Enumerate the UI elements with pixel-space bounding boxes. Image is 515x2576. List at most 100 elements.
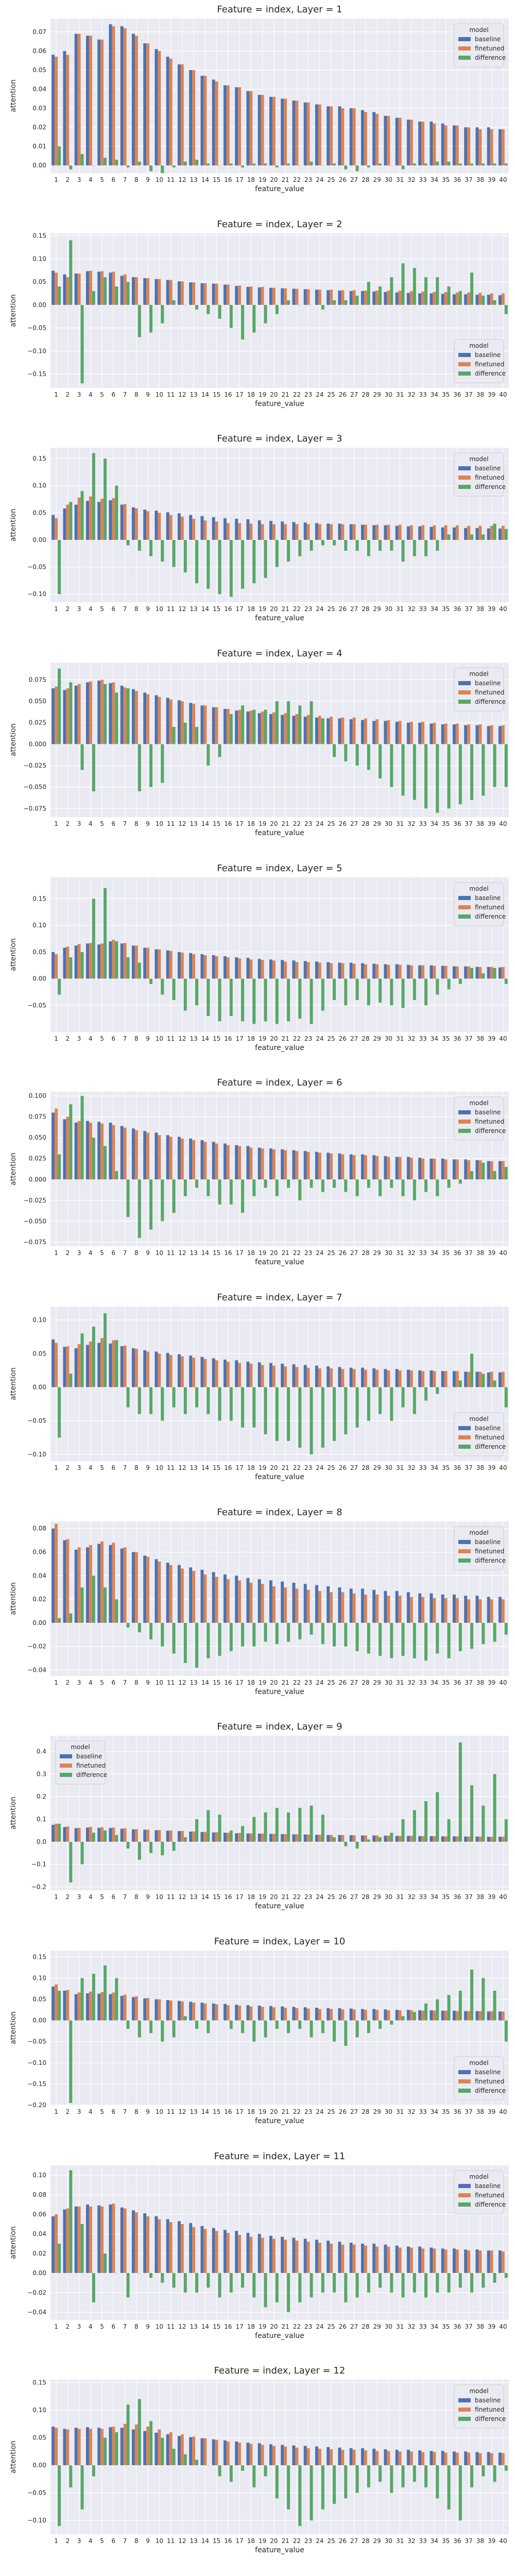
bar-finetuned — [192, 703, 196, 744]
x-tick-label: 28 — [362, 1035, 369, 1042]
bar-finetuned — [398, 1370, 402, 1387]
bar-difference — [401, 165, 405, 170]
x-tick-label: 2 — [66, 1249, 70, 1257]
bar-baseline — [131, 33, 135, 166]
bar-finetuned — [226, 2005, 230, 2021]
bar-difference — [58, 2243, 61, 2273]
x-tick-label: 22 — [293, 391, 301, 398]
legend-swatch-baseline — [458, 1110, 471, 1115]
bar-difference — [287, 300, 290, 305]
x-tick-label: 19 — [259, 1035, 266, 1042]
bar-baseline — [143, 2431, 147, 2466]
plot-background — [50, 2165, 509, 2320]
bar-baseline — [258, 287, 261, 305]
bar-difference — [104, 1313, 107, 1387]
bar-baseline — [85, 1121, 89, 1180]
x-tick-label: 7 — [123, 1679, 127, 1686]
bar-baseline — [498, 129, 502, 166]
bar-finetuned — [112, 1992, 115, 2021]
x-tick-label: 25 — [327, 1035, 335, 1042]
bar-difference — [172, 978, 176, 1000]
x-tick-label: 8 — [134, 2537, 139, 2545]
bar-baseline — [292, 2238, 296, 2273]
bar-difference — [436, 2273, 439, 2293]
bar-difference — [183, 1387, 187, 1414]
bar-difference — [92, 2465, 95, 2477]
bar-baseline — [430, 723, 433, 744]
x-tick-label: 8 — [134, 176, 139, 183]
bar-difference — [424, 163, 428, 166]
chart-panel-4: −0.075 −0.050 −0.025 0.000 0.025 0.050 0.075 1 2… — [0, 644, 515, 859]
x-tick-label: 33 — [419, 176, 426, 183]
x-tick-label: 34 — [431, 391, 438, 398]
chart-panel-3: −0.10 −0.05 0.00 0.05 0.10 0.15 1 2 3 4 5 6 7 8 9 10 11 1… — [0, 429, 515, 644]
bar-baseline — [258, 713, 261, 744]
bar-baseline — [430, 2451, 433, 2466]
x-tick-label: 16 — [224, 605, 232, 613]
x-tick-label: 12 — [178, 2108, 186, 2115]
bar-baseline — [74, 1123, 78, 1180]
bar-baseline — [235, 1833, 238, 1842]
bar-baseline — [200, 76, 204, 166]
bar-finetuned — [261, 2445, 264, 2466]
x-tick-label: 29 — [373, 2323, 381, 2330]
bar-difference — [355, 1842, 359, 1849]
bar-baseline — [475, 2249, 479, 2273]
bar-baseline — [418, 2246, 422, 2273]
x-tick-label: 37 — [465, 605, 472, 613]
bar-baseline — [235, 710, 238, 744]
legend-title: model — [469, 26, 488, 33]
bar-difference — [344, 744, 348, 761]
legend-entry: finetuned — [475, 689, 504, 696]
bar-baseline — [85, 2204, 89, 2273]
bar-finetuned — [478, 1599, 482, 1623]
y-tick-label: 0.03 — [32, 105, 46, 112]
bar-finetuned — [284, 1834, 287, 1842]
bar-baseline — [235, 2005, 238, 2021]
x-tick-label: 22 — [293, 820, 301, 827]
bar-difference — [310, 1622, 313, 1635]
bar-finetuned — [352, 963, 356, 979]
bar-finetuned — [146, 511, 150, 540]
bar-baseline — [303, 716, 307, 744]
x-tick-label: 32 — [407, 820, 415, 827]
x-tick-label: 21 — [281, 820, 289, 827]
legend-title: model — [469, 885, 488, 892]
bar-difference — [482, 2273, 485, 2287]
legend-swatch-finetuned — [458, 690, 471, 694]
legend-title: model — [469, 1529, 488, 1536]
bar-difference — [355, 2465, 359, 2493]
y-tick-label: 0.00 — [32, 536, 46, 544]
bar-finetuned — [238, 523, 242, 540]
bar-finetuned — [261, 1148, 264, 1180]
bar-baseline — [120, 1995, 124, 2021]
bar-baseline — [120, 1346, 124, 1387]
x-tick-label: 1 — [54, 1893, 58, 1901]
bar-finetuned — [249, 1833, 253, 1842]
bar-difference — [138, 962, 141, 979]
bar-baseline — [327, 1586, 330, 1623]
x-tick-label: 4 — [89, 2323, 93, 2330]
bar-difference — [138, 2020, 141, 2038]
bar-baseline — [189, 1139, 193, 1180]
bar-difference — [321, 1179, 324, 1192]
legend-entry: baseline — [475, 1425, 501, 1432]
y-tick-label: 0.10 — [32, 1316, 46, 1324]
bar-difference — [287, 1387, 290, 1441]
bar-finetuned — [169, 2432, 173, 2466]
x-tick-label: 3 — [77, 605, 81, 613]
x-tick-label: 21 — [281, 1679, 289, 1686]
bar-finetuned — [409, 2247, 413, 2273]
x-tick-label: 18 — [247, 2108, 255, 2115]
bar-baseline — [475, 528, 479, 540]
x-tick-label: 28 — [362, 1893, 369, 1901]
bar-difference — [379, 1179, 382, 1197]
plot-background — [50, 877, 509, 1032]
bar-difference — [218, 304, 221, 319]
bar-baseline — [131, 1348, 135, 1387]
bar-finetuned — [433, 965, 436, 979]
x-tick-label: 30 — [385, 1035, 392, 1042]
bar-difference — [241, 304, 245, 340]
x-tick-label: 24 — [316, 1464, 323, 1471]
bar-baseline — [498, 1837, 502, 1842]
